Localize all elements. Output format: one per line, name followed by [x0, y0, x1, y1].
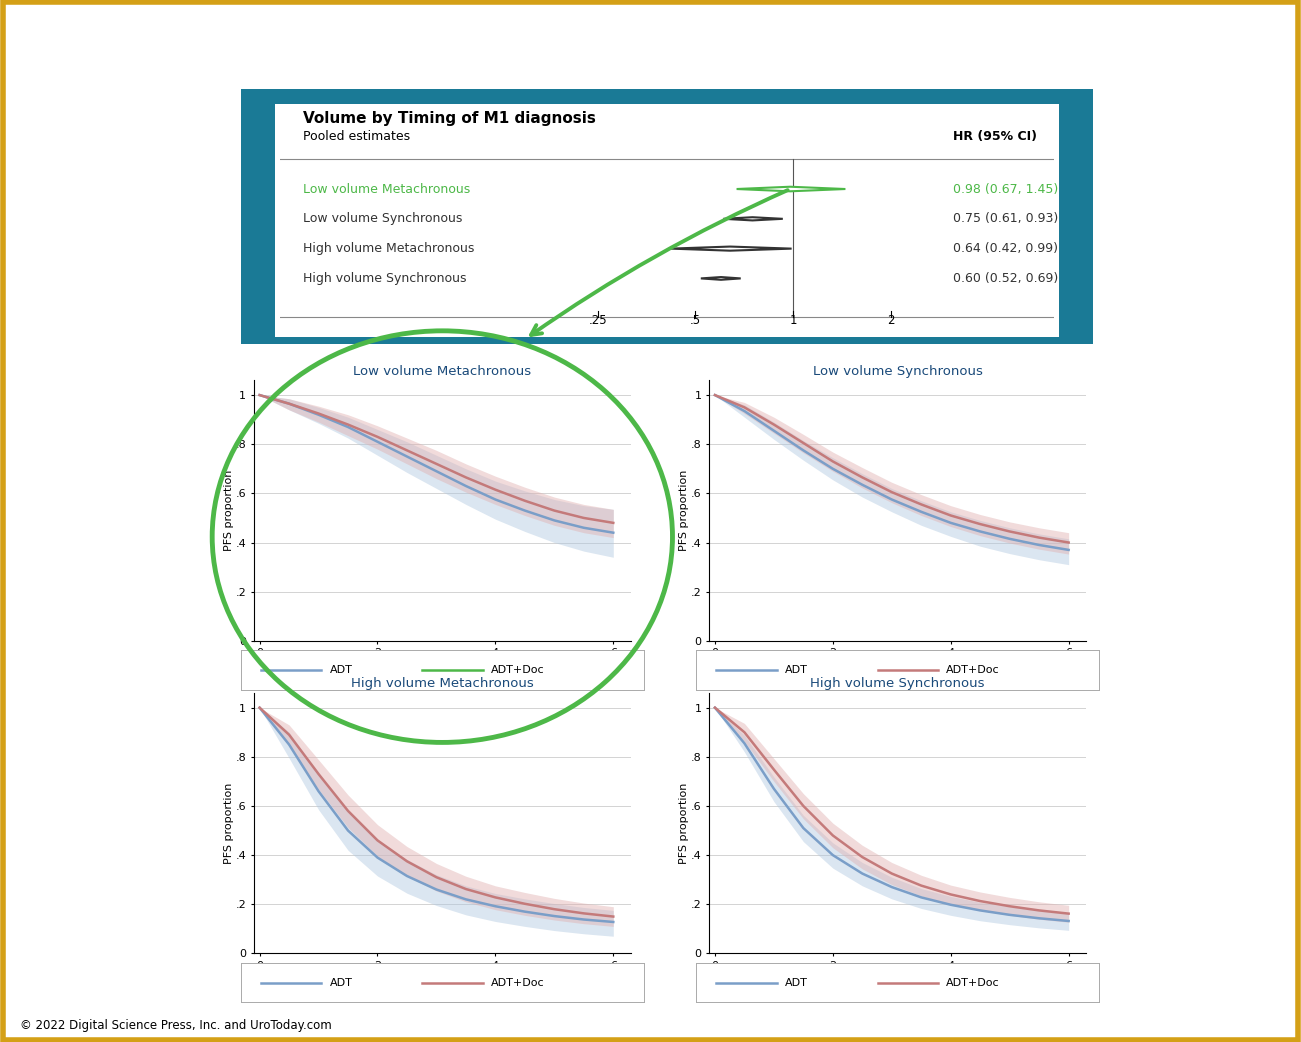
Text: ADT+Doc: ADT+Doc	[946, 665, 999, 675]
Y-axis label: PFS proportion: PFS proportion	[224, 470, 234, 551]
Text: © 2022 Digital Science Press, Inc. and UroToday.com: © 2022 Digital Science Press, Inc. and U…	[20, 1019, 332, 1032]
X-axis label: Analysis time(years): Analysis time(years)	[840, 664, 955, 674]
Text: Low volume Metachronous: Low volume Metachronous	[303, 182, 470, 196]
Bar	[1059, 89, 1093, 344]
Title: Low volume Synchronous: Low volume Synchronous	[813, 365, 982, 378]
Polygon shape	[736, 187, 846, 192]
Text: ADT: ADT	[329, 977, 353, 988]
Text: ADT: ADT	[785, 977, 808, 988]
Polygon shape	[671, 247, 791, 251]
Text: ADT: ADT	[785, 665, 808, 675]
Text: ADT+Doc: ADT+Doc	[490, 665, 544, 675]
Bar	[241, 338, 1093, 344]
Polygon shape	[723, 217, 783, 221]
Text: Figure 4: Figure 4	[592, 21, 709, 46]
Text: 1: 1	[790, 314, 796, 326]
Text: ADT+Doc: ADT+Doc	[490, 977, 544, 988]
Y-axis label: PFS proportion: PFS proportion	[679, 470, 690, 551]
Text: 2: 2	[887, 314, 895, 326]
Text: 0.60 (0.52, 0.69): 0.60 (0.52, 0.69)	[954, 272, 1059, 284]
Y-axis label: PFS proportion: PFS proportion	[224, 783, 234, 864]
Text: ADT: ADT	[329, 665, 353, 675]
Bar	[241, 89, 275, 344]
Text: Pooled estimates: Pooled estimates	[303, 130, 410, 143]
Text: Volume by Timing of M1 diagnosis: Volume by Timing of M1 diagnosis	[303, 111, 596, 126]
Text: ADT+Doc: ADT+Doc	[946, 977, 999, 988]
X-axis label: Analysis time(years): Analysis time(years)	[385, 976, 500, 987]
Text: 0.64 (0.42, 0.99): 0.64 (0.42, 0.99)	[954, 242, 1058, 255]
X-axis label: Analysis time(years): Analysis time(years)	[385, 664, 500, 674]
Text: 0.98 (0.67, 1.45): 0.98 (0.67, 1.45)	[954, 182, 1059, 196]
Title: High volume Metachronous: High volume Metachronous	[351, 677, 533, 691]
Text: High volume Metachronous: High volume Metachronous	[303, 242, 475, 255]
Title: High volume Synchronous: High volume Synchronous	[811, 677, 985, 691]
Y-axis label: PFS proportion: PFS proportion	[679, 783, 690, 864]
Text: Low volume Synchronous: Low volume Synchronous	[303, 213, 462, 225]
Text: .5: .5	[690, 314, 701, 326]
Text: HR (95% CI): HR (95% CI)	[954, 130, 1037, 143]
X-axis label: Analysis time(years): Analysis time(years)	[840, 976, 955, 987]
Title: Low volume Metachronous: Low volume Metachronous	[354, 365, 531, 378]
Text: 0.75 (0.61, 0.93): 0.75 (0.61, 0.93)	[954, 213, 1059, 225]
Text: .25: .25	[588, 314, 606, 326]
Polygon shape	[701, 277, 740, 280]
Bar	[241, 89, 1093, 104]
Text: High volume Synchronous: High volume Synchronous	[303, 272, 467, 284]
